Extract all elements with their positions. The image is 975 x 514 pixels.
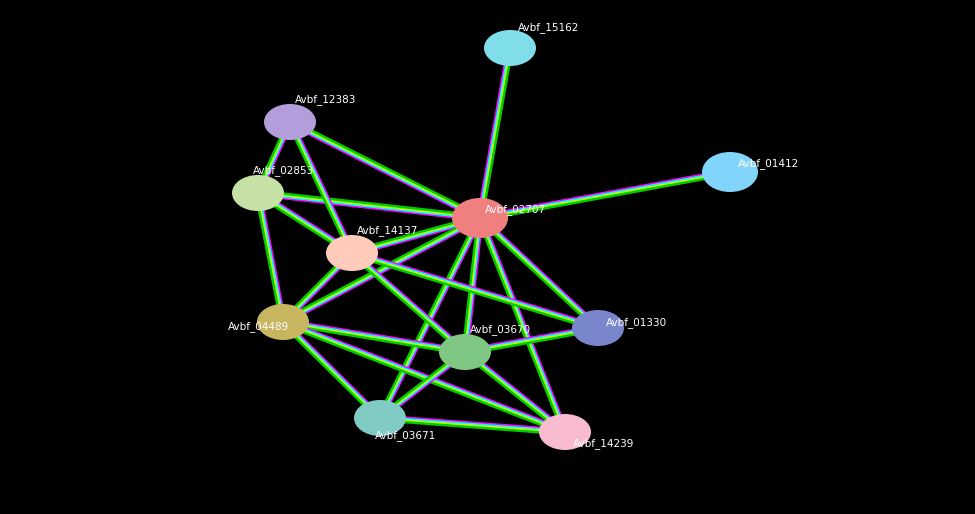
Text: Avbf_02707: Avbf_02707 xyxy=(485,205,546,215)
Ellipse shape xyxy=(572,310,624,346)
Text: Avbf_03670: Avbf_03670 xyxy=(470,324,531,336)
Ellipse shape xyxy=(439,334,491,370)
Text: Avbf_04489: Avbf_04489 xyxy=(228,322,290,333)
Ellipse shape xyxy=(354,400,406,436)
Text: Avbf_14137: Avbf_14137 xyxy=(357,226,418,236)
Ellipse shape xyxy=(452,198,508,238)
Ellipse shape xyxy=(484,30,536,66)
Text: Avbf_01330: Avbf_01330 xyxy=(606,318,667,328)
Ellipse shape xyxy=(326,235,378,271)
Ellipse shape xyxy=(257,304,309,340)
Ellipse shape xyxy=(264,104,316,140)
Text: Avbf_12383: Avbf_12383 xyxy=(295,95,357,105)
Ellipse shape xyxy=(539,414,591,450)
Text: Avbf_14239: Avbf_14239 xyxy=(573,438,635,449)
Text: Avbf_01412: Avbf_01412 xyxy=(738,158,800,170)
Ellipse shape xyxy=(232,175,284,211)
Text: Avbf_03671: Avbf_03671 xyxy=(375,431,436,442)
Text: Avbf_02853: Avbf_02853 xyxy=(253,166,314,176)
Ellipse shape xyxy=(702,152,758,192)
Text: Avbf_15162: Avbf_15162 xyxy=(518,23,579,33)
